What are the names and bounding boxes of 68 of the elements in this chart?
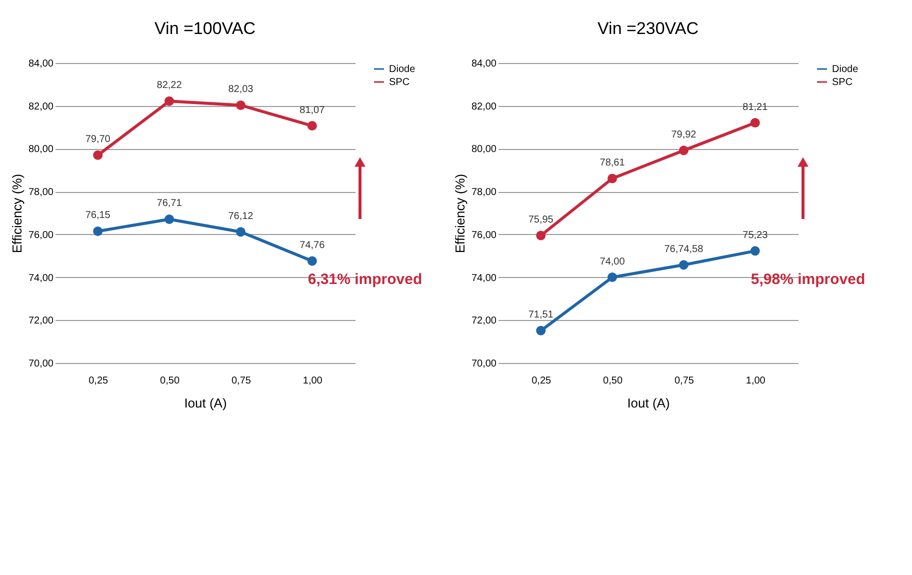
y-tick-label: 72,00 [28, 316, 54, 327]
data-label: 76,15 [85, 210, 111, 222]
chart-title: Vin =100VAC [154, 19, 256, 38]
point [608, 174, 618, 184]
y-tick-label: 70,00 [28, 358, 54, 370]
data-label: 75,23 [742, 230, 768, 241]
x-tick-label: 0,75 [674, 376, 694, 386]
y-tick-label: 74,00 [471, 272, 497, 284]
annotation: 6,31% improved [308, 271, 422, 288]
data-label: 82,22 [156, 80, 182, 92]
y-tick-label: 76,00 [28, 230, 54, 241]
x-axis-title: Iout (A) [627, 396, 670, 410]
data-label: 76,12 [228, 210, 254, 222]
x-tick-label: 0,50 [603, 376, 623, 386]
x-tick-label: 0,25 [88, 376, 109, 386]
x-tick-label: 0,50 [160, 376, 180, 386]
x-axis-title: Iout (A) [184, 396, 227, 410]
y-tick-label: 80,00 [28, 144, 54, 156]
y-tick-label: 70,00 [471, 358, 497, 370]
data-label: 79,70 [85, 134, 111, 146]
x-tick-label: 0,75 [231, 376, 252, 386]
data-label: 81,07 [300, 104, 326, 116]
point [678, 260, 688, 270]
x-tick-label: 1,00 [746, 376, 766, 386]
point [307, 256, 317, 266]
point [93, 226, 103, 236]
chart-title: Vin =230VAC [598, 19, 698, 38]
x-tick-label: 1,00 [302, 376, 323, 386]
data-label: 82,03 [228, 84, 254, 96]
point [608, 272, 618, 282]
data-label: 76,71 [156, 198, 182, 210]
y-tick-label: 76,00 [471, 230, 497, 241]
point [536, 230, 546, 240]
y-axis-title: Efficiency (%) [9, 174, 24, 254]
point [750, 246, 760, 256]
legend-label: Diode [389, 64, 416, 75]
x-tick-label: 0,25 [532, 376, 552, 386]
data-label: 75,95 [528, 214, 554, 226]
y-tick-label: 72,00 [471, 316, 497, 327]
data-label: 74,76 [300, 240, 326, 251]
y-tick-label: 80,00 [471, 144, 497, 156]
y-tick-label: 82,00 [471, 101, 497, 112]
y-axis-title: Efficiency (%) [452, 174, 468, 254]
legend-label: Diode [832, 64, 859, 75]
point [164, 96, 174, 106]
data-label: 78,61 [600, 158, 626, 168]
y-tick-label: 74,00 [28, 272, 54, 284]
y-tick-label: 78,00 [28, 187, 54, 198]
data-label: 71,51 [528, 310, 554, 321]
point [236, 227, 246, 237]
point [164, 214, 174, 224]
point [307, 121, 317, 131]
annotation: 5,98% improved [750, 271, 866, 288]
data-label: 79,92 [671, 129, 697, 140]
point [750, 118, 760, 128]
data-label: 74,00 [600, 256, 626, 268]
point [93, 150, 103, 160]
point [236, 100, 246, 110]
y-tick-label: 84,00 [471, 58, 497, 70]
point [536, 326, 546, 336]
data-label: 81,21 [742, 102, 768, 113]
legend-label: SPC [389, 77, 410, 88]
data-label: 76,74,58 [664, 244, 704, 255]
point [678, 146, 688, 156]
y-tick-label: 78,00 [471, 187, 497, 198]
y-tick-label: 82,00 [28, 101, 54, 112]
y-tick-label: 84,00 [28, 58, 54, 70]
legend-label: SPC [832, 77, 853, 88]
